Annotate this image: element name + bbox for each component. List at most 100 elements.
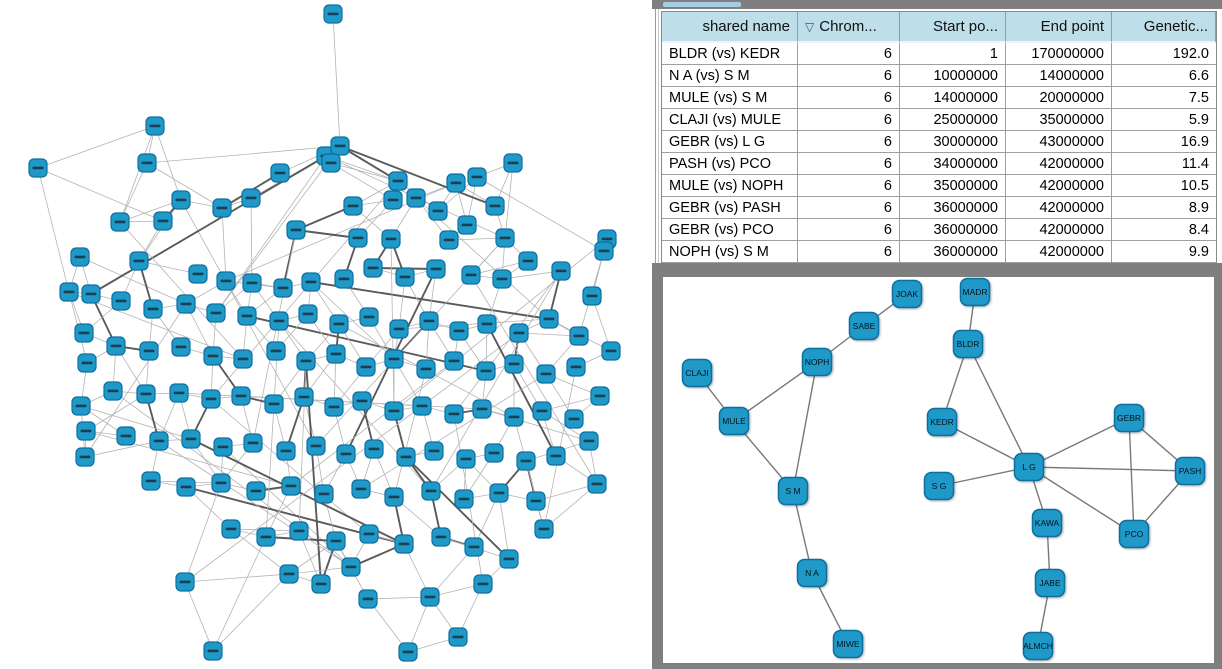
table-cell[interactable]: 42000000 [1006, 153, 1112, 175]
network-node[interactable] [281, 476, 301, 496]
network-node[interactable] [103, 381, 123, 401]
network-node[interactable] [416, 359, 436, 379]
network-node[interactable] [359, 307, 379, 327]
network-node[interactable] [461, 265, 481, 285]
table-cell[interactable]: 34000000 [900, 153, 1006, 175]
network-node[interactable] [175, 572, 195, 592]
network-node[interactable] [329, 314, 349, 334]
table-cell[interactable]: 14000000 [900, 87, 1006, 109]
network-node-l-g[interactable]: L G [1013, 452, 1045, 482]
table-cell[interactable]: 1 [900, 43, 1006, 65]
table-cell[interactable]: 42000000 [1006, 175, 1112, 197]
network-node[interactable] [582, 286, 602, 306]
network-node[interactable] [444, 351, 464, 371]
network-node[interactable] [428, 201, 448, 221]
network-node[interactable] [296, 351, 316, 371]
network-node[interactable] [336, 444, 356, 464]
network-node[interactable] [116, 426, 136, 446]
network-node[interactable] [420, 587, 440, 607]
network-node[interactable] [388, 171, 408, 191]
network-node[interactable] [532, 401, 552, 421]
table-cell[interactable]: 11.4 [1112, 153, 1216, 175]
network-node[interactable] [176, 294, 196, 314]
network-node[interactable] [171, 190, 191, 210]
network-node[interactable] [421, 481, 441, 501]
table-cell[interactable]: 25000000 [900, 109, 1006, 131]
column-header-end-point[interactable]: End point [1006, 12, 1112, 43]
network-node-almch[interactable]: ALMCH [1022, 631, 1054, 661]
network-node[interactable] [270, 163, 290, 183]
network-node[interactable] [383, 190, 403, 210]
network-node[interactable] [489, 483, 509, 503]
network-node[interactable] [139, 341, 159, 361]
network-node[interactable] [363, 258, 383, 278]
network-node-n-a[interactable]: N A [796, 558, 828, 588]
table-cell[interactable]: BLDR (vs) KEDR [662, 43, 798, 65]
network-node-kawa[interactable]: KAWA [1031, 508, 1063, 538]
network-node[interactable] [203, 641, 223, 661]
network-node[interactable] [384, 349, 404, 369]
table-cell[interactable]: 6 [798, 197, 900, 219]
column-header-start-po-[interactable]: Start po... [900, 12, 1006, 43]
network-node[interactable] [298, 304, 318, 324]
network-node[interactable] [59, 282, 79, 302]
network-node[interactable] [389, 319, 409, 339]
table-cell[interactable]: 36000000 [900, 197, 1006, 219]
table-cell[interactable]: GEBR (vs) PCO [662, 219, 798, 241]
network-node-madr[interactable]: MADR [959, 277, 991, 307]
network-node[interactable] [509, 323, 529, 343]
column-header-shared-name[interactable]: shared name [662, 12, 798, 43]
network-node[interactable] [241, 188, 261, 208]
table-cell[interactable]: GEBR (vs) L G [662, 131, 798, 153]
network-node[interactable] [472, 399, 492, 419]
network-node[interactable] [484, 443, 504, 463]
column-header-genetic-[interactable]: Genetic... [1112, 12, 1216, 43]
network-node[interactable] [129, 251, 149, 271]
table-cell[interactable]: 6.6 [1112, 65, 1216, 87]
network-node[interactable] [566, 357, 586, 377]
network-node[interactable] [359, 524, 379, 544]
network-node[interactable] [286, 220, 306, 240]
table-cell[interactable]: 20000000 [1006, 87, 1112, 109]
table-cell[interactable]: 14000000 [1006, 65, 1112, 87]
table-row[interactable]: NOPH (vs) S M 6 36000000 42000000 9.9 [662, 241, 1216, 263]
table-cell[interactable]: 6 [798, 109, 900, 131]
network-node[interactable] [81, 284, 101, 304]
table-cell[interactable]: 192.0 [1112, 43, 1216, 65]
filter-funnel-icon[interactable]: ▽ [805, 19, 815, 34]
table-row[interactable]: PASH (vs) PCO 6 34000000 42000000 11.4 [662, 153, 1216, 175]
table-cell[interactable]: NOPH (vs) S M [662, 241, 798, 263]
network-node[interactable] [242, 273, 262, 293]
network-node[interactable] [564, 409, 584, 429]
network-node[interactable] [449, 321, 469, 341]
network-node-mule[interactable]: MULE [718, 406, 750, 436]
network-node[interactable] [439, 230, 459, 250]
network-node[interactable] [456, 449, 476, 469]
network-node[interactable] [352, 391, 372, 411]
network-node[interactable] [75, 447, 95, 467]
network-node[interactable] [181, 429, 201, 449]
network-node[interactable] [473, 574, 493, 594]
table-cell[interactable]: PASH (vs) PCO [662, 153, 798, 175]
table-cell[interactable]: 6 [798, 65, 900, 87]
table-cell[interactable]: 6 [798, 131, 900, 153]
network-node[interactable] [516, 451, 536, 471]
table-cell[interactable]: 43000000 [1006, 131, 1112, 153]
network-node[interactable] [74, 323, 94, 343]
network-node[interactable] [504, 407, 524, 427]
network-node[interactable] [237, 306, 257, 326]
network-node[interactable] [314, 484, 334, 504]
network-node-kedr[interactable]: KEDR [926, 407, 958, 437]
table-cell[interactable]: 36000000 [900, 241, 1006, 263]
network-node[interactable] [306, 436, 326, 456]
network-node[interactable] [601, 341, 621, 361]
network-node[interactable] [590, 386, 610, 406]
table-cell[interactable]: 8.4 [1112, 219, 1216, 241]
table-cell[interactable]: 36000000 [900, 219, 1006, 241]
network-node[interactable] [504, 354, 524, 374]
network-node[interactable] [216, 271, 236, 291]
network-node[interactable] [446, 173, 466, 193]
network-node[interactable] [431, 527, 451, 547]
network-node-claji[interactable]: CLAJI [681, 358, 713, 388]
network-node[interactable] [136, 384, 156, 404]
